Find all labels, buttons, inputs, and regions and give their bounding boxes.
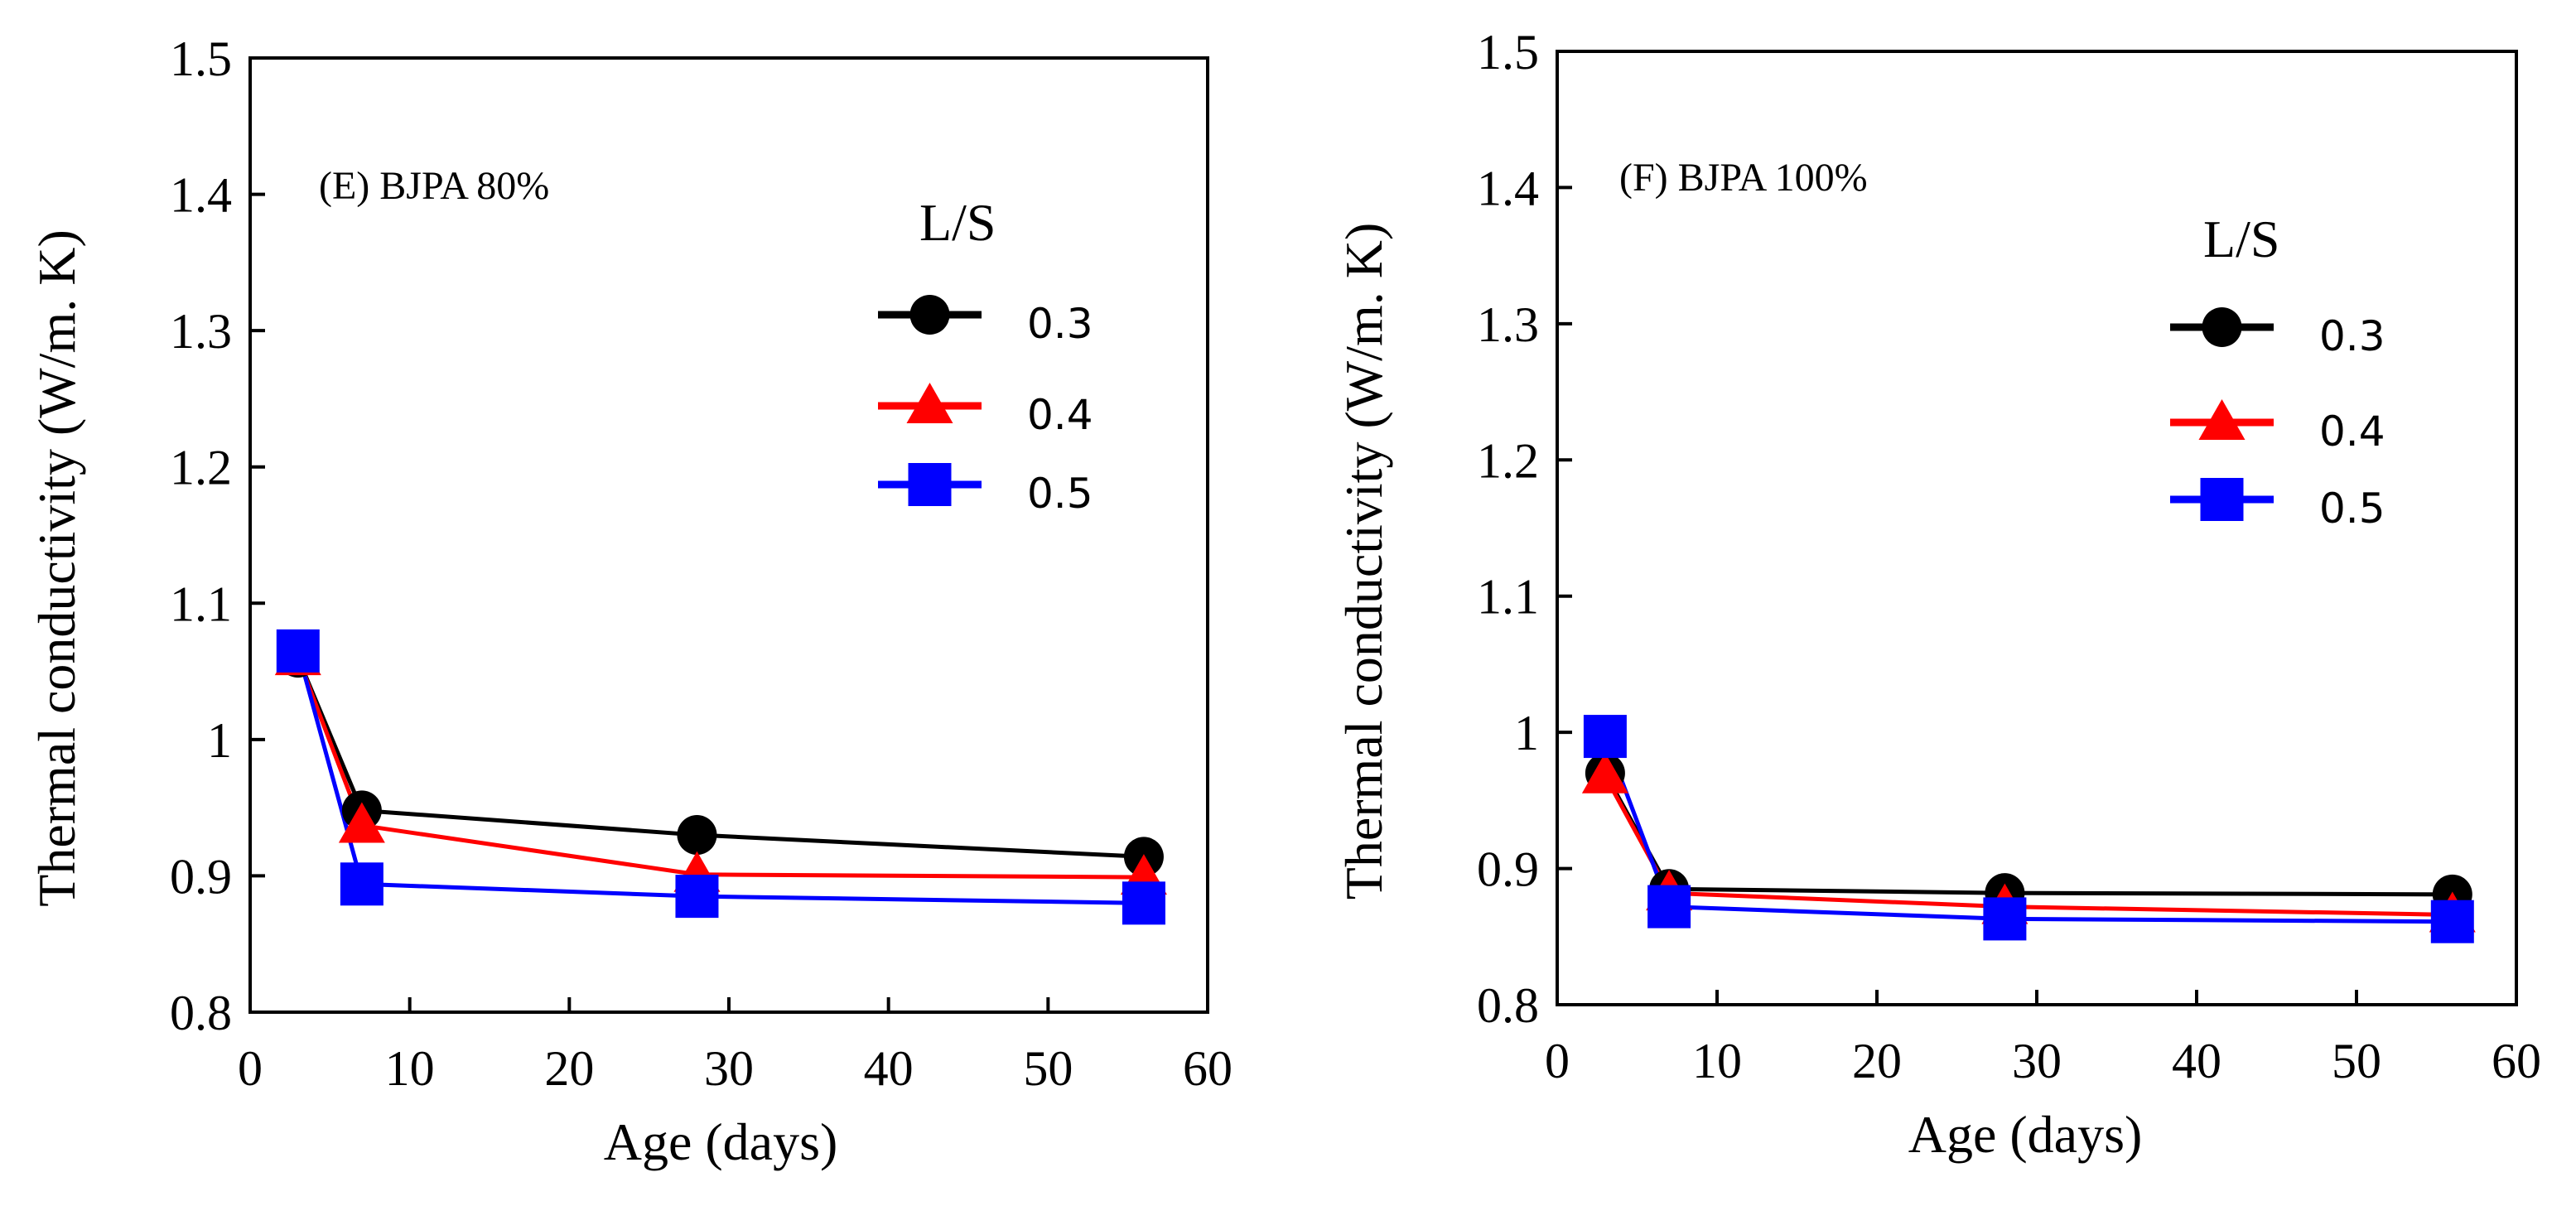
series-line-0.3 (1603, 772, 2453, 897)
y-tick-label: 1.2 (170, 441, 232, 495)
data-point-0.5 (276, 629, 320, 673)
panel-title: (F) BJPA 100% (1619, 156, 1868, 200)
legend-title: L/S (919, 193, 996, 252)
y-tick-label: 1 (1514, 706, 1539, 760)
series-line-0.4 (296, 657, 1144, 880)
legend-marker (908, 463, 952, 506)
y-tick-label: 1 (207, 713, 232, 768)
legend-label: 0.3 (2319, 312, 2385, 360)
x-tick-label: 0 (238, 1041, 263, 1096)
panel-f-chart: 0 10 20 30 40 50 60 0.8 0.9 1 1.1 1.2 1.3 1.4 1.5 Age (… (1334, 25, 2541, 1164)
series-line-0.5 (296, 650, 1144, 905)
legend-marker (2202, 307, 2242, 347)
y-tick-label: 0.9 (1477, 842, 1539, 897)
legend-label: 0.5 (2319, 485, 2385, 533)
panel-e-chart: 0 10 20 30 40 50 60 0.8 0.9 1 1.1 1.2 1.3 1.4 1.5 Age (… (27, 31, 1233, 1171)
y-axis-label: Thermal conductivity (W/m. K) (1334, 223, 1393, 900)
y-tick-label: 1.3 (1477, 297, 1539, 352)
data-point-0.4 (338, 802, 385, 843)
legend-label: 0.4 (1027, 391, 1093, 439)
x-tick-label: 10 (1692, 1034, 1742, 1088)
data-point-0.5 (1647, 885, 1691, 929)
data-point-0.5 (1983, 897, 2027, 941)
x-tick-label: 30 (2012, 1034, 2062, 1088)
legend-marker (909, 295, 950, 335)
legend-label: 0.5 (1027, 470, 1093, 518)
data-point-0.4 (1581, 752, 1628, 793)
legend-title: L/S (2203, 210, 2279, 268)
y-tick-label: 1.3 (170, 304, 232, 359)
series-line-0.4 (1603, 774, 2453, 917)
y-tick-label: 1.2 (1477, 433, 1539, 488)
y-tick-label: 0.8 (170, 986, 232, 1040)
panel-title: (E) BJPA 80% (319, 164, 549, 208)
data-point-0.5 (340, 862, 384, 906)
x-axis-label: Age (days) (604, 1112, 838, 1171)
x-axis-label: Age (days) (1908, 1105, 2143, 1164)
x-tick-label: 20 (544, 1041, 594, 1096)
legend-label: 0.3 (1027, 300, 1093, 348)
x-tick-label: 60 (2492, 1034, 2541, 1088)
y-tick-label: 1.5 (1477, 25, 1539, 80)
x-tick-label: 20 (1852, 1034, 1902, 1088)
y-tick-label: 0.8 (1477, 978, 1539, 1033)
data-point-0.3 (677, 815, 717, 856)
x-tick-label: 0 (1545, 1034, 1570, 1088)
legend-label: 0.4 (2319, 408, 2385, 456)
x-tick-label: 10 (385, 1041, 435, 1096)
data-point-0.5 (1583, 715, 1627, 759)
x-tick-label: 40 (2172, 1034, 2221, 1088)
legend-marker (2200, 478, 2244, 521)
y-tick-label: 1.5 (170, 31, 232, 86)
y-tick-label: 1.1 (1477, 570, 1539, 625)
data-point-0.5 (675, 875, 719, 919)
y-axis-label: Thermal conductivity (W/m. K) (27, 229, 86, 907)
y-tick-label: 0.9 (170, 849, 232, 904)
y-tick-label: 1.4 (170, 168, 232, 223)
x-tick-label: 30 (704, 1041, 754, 1096)
x-tick-label: 40 (864, 1041, 914, 1096)
data-point-0.5 (2430, 900, 2474, 943)
series-line-0.5 (1603, 736, 2453, 924)
y-tick-label: 1.4 (1477, 161, 1539, 215)
x-tick-label: 50 (2332, 1034, 2381, 1088)
legend-marker (2198, 399, 2246, 440)
y-tick-label: 1.1 (170, 576, 232, 631)
x-tick-label: 50 (1023, 1041, 1073, 1096)
data-point-0.5 (1122, 881, 1165, 925)
legend-marker (906, 383, 953, 423)
x-tick-label: 60 (1183, 1041, 1233, 1096)
series-line-0.3 (296, 657, 1145, 859)
